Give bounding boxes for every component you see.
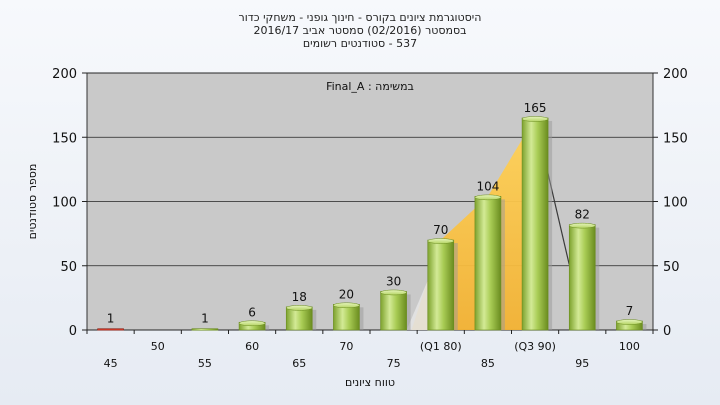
y-tick-label-right: 0 [663, 324, 671, 339]
y-tick-label-left: 0 [69, 324, 77, 339]
data-label: 70 [433, 223, 448, 237]
x-tick-label: 65 [292, 357, 306, 370]
y-tick-label-right: 150 [663, 131, 688, 146]
data-label: 7 [626, 304, 634, 318]
x-tick-label: 70 [339, 340, 353, 353]
y-tick-label-left: 150 [52, 131, 77, 146]
data-label: 18 [292, 290, 307, 304]
bar-top [521, 116, 549, 122]
chart-subtitle: במשימה : Final_A [326, 80, 414, 93]
y-tick-label-right: 50 [663, 260, 680, 275]
bar [333, 303, 360, 331]
chart-title-line-1: היסטוגרמת ציונים בקורס - חינוך גופני - מ… [238, 11, 482, 24]
data-label: 1 [201, 312, 209, 326]
bar [474, 196, 502, 331]
x-tick-label: 95 [575, 357, 589, 370]
data-label: 165 [524, 101, 547, 115]
bar-top [474, 194, 502, 201]
x-tick-label: 45 [104, 357, 118, 370]
bar-top [616, 319, 643, 325]
y-tick-label-left: 50 [60, 260, 77, 275]
bar [568, 224, 596, 331]
y-tick-label-left: 100 [52, 196, 77, 211]
bar-top [286, 305, 313, 311]
bar [427, 239, 455, 331]
data-label: 20 [339, 287, 354, 301]
bar-top [380, 289, 407, 296]
bar [97, 328, 124, 331]
x-tick-label: 85 [481, 357, 495, 370]
x-tick-label: 75 [387, 357, 401, 370]
data-label: 104 [476, 179, 499, 193]
data-label: 1 [107, 312, 115, 326]
bar [191, 328, 219, 331]
bar [521, 117, 549, 331]
bar-top [427, 238, 454, 244]
x-tick-label: 55 [198, 357, 212, 370]
bar [380, 291, 407, 331]
bar-top [333, 302, 360, 309]
bar-top [238, 320, 266, 327]
x-tick-label: (Q3 90) [514, 340, 556, 353]
data-label: 30 [386, 274, 401, 288]
chart-title-line-2: בסמסטר (02/2016) סמסטר אביב 2016/17 [253, 24, 467, 37]
x-tick-label: 60 [245, 340, 259, 353]
quartile-band-shadow [406, 280, 428, 330]
x-tick-label: (Q1 80) [420, 340, 462, 353]
x-tick-label: 50 [151, 340, 165, 353]
y-tick-label-right: 100 [663, 196, 688, 211]
data-label: 82 [575, 208, 590, 222]
x-axis-label: טווח ציונים [345, 376, 395, 389]
x-tick-label: 100 [619, 340, 640, 353]
bar-top [569, 222, 596, 229]
y-tick-label-left: 200 [52, 67, 77, 82]
chart-title-line-3: 537 - סטודנטים רשומים [302, 37, 418, 50]
data-label: 6 [248, 305, 256, 319]
y-tick-label-right: 200 [663, 67, 688, 82]
y-axis-label: מספר סטודנטים [26, 164, 39, 240]
